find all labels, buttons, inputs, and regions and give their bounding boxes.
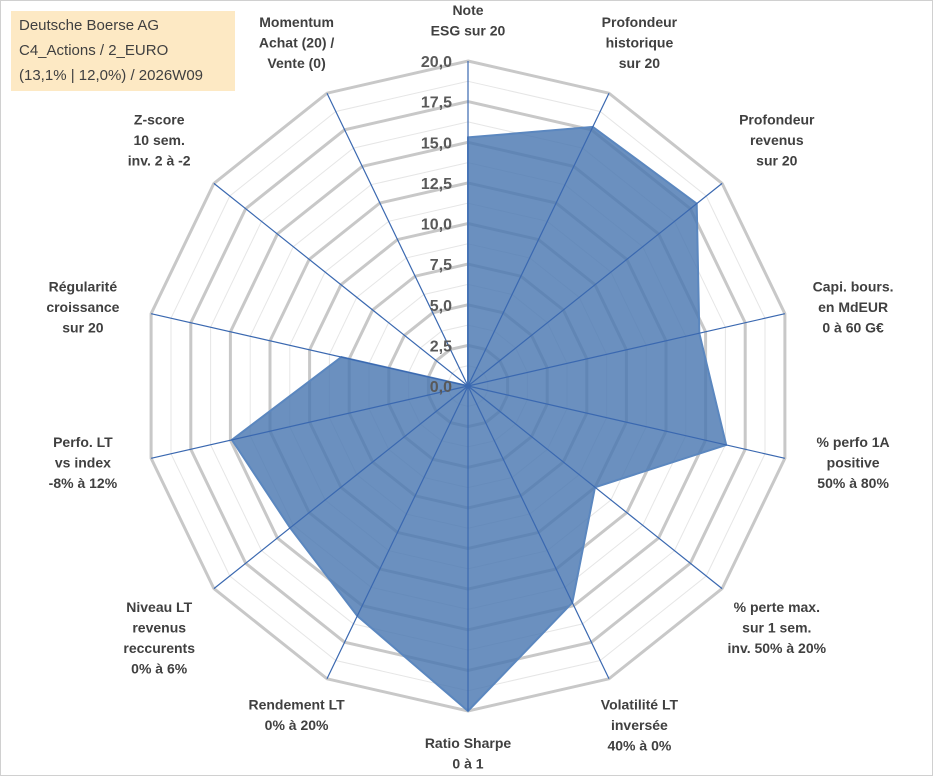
period-line: (13,1% | 12,0%) / 2026W09 xyxy=(19,67,203,84)
series-area xyxy=(230,125,728,713)
tick-label: 0,0 xyxy=(430,379,452,396)
axis-label: Régularité croissance sur 20 xyxy=(46,278,119,335)
axis-spoke xyxy=(326,92,469,387)
category-line: C4_Actions / 2_EURO xyxy=(19,42,169,59)
axis-spoke xyxy=(326,385,469,680)
tick-label: 20,0 xyxy=(421,54,452,71)
axis-spoke xyxy=(467,313,786,387)
axis-label: Profondeur historique sur 20 xyxy=(602,14,678,71)
tick-label: 15,0 xyxy=(421,135,452,152)
chart-title-box: Deutsche Boerse AG C4_Actions / 2_EURO (… xyxy=(11,11,235,91)
axis-spoke xyxy=(467,385,610,680)
tick-label: 5,0 xyxy=(430,298,452,315)
axis-label: Volatilité LT inversée 40% à 0% xyxy=(601,696,679,753)
axis-spoke xyxy=(213,182,469,387)
axis-label: Ratio Sharpe 0 à 1 xyxy=(425,735,512,772)
axis-label: Momentum Achat (20) / Vente (0) xyxy=(259,14,335,71)
company-name: Deutsche Boerse AG xyxy=(19,17,160,34)
axis-label: Z-score 10 sem. inv. 2 à -2 xyxy=(128,111,191,168)
tick-label: 2,5 xyxy=(430,338,452,355)
tick-label: 10,0 xyxy=(421,217,452,234)
axis-label: Capi. bours. en MdEUR 0 à 60 G€ xyxy=(813,278,894,335)
axis-spoke xyxy=(213,385,469,590)
axis-label: Note ESG sur 20 xyxy=(431,2,506,39)
axis-label: % perte max. sur 1 sem. inv. 50% à 20% xyxy=(728,599,827,656)
tick-label: 7,5 xyxy=(430,257,452,274)
tick-label: 17,5 xyxy=(421,95,452,112)
axis-spoke xyxy=(467,182,723,387)
axis-spoke xyxy=(467,385,723,590)
axis-spoke xyxy=(467,385,786,459)
axis-label: % perfo 1A positive 50% à 80% xyxy=(817,434,890,491)
axis-spoke xyxy=(467,92,610,387)
axis-label: Niveau LT revenus reccurents 0% à 6% xyxy=(123,599,195,677)
axis-label: Perfo. LT vs index -8% à 12% xyxy=(49,434,118,491)
axis-spoke xyxy=(150,385,469,459)
axis-label: Profondeur revenus sur 20 xyxy=(739,111,815,168)
axis-spoke xyxy=(150,313,469,387)
axis-label: Rendement LT 0% à 20% xyxy=(248,696,345,733)
tick-label: 12,5 xyxy=(421,176,452,193)
